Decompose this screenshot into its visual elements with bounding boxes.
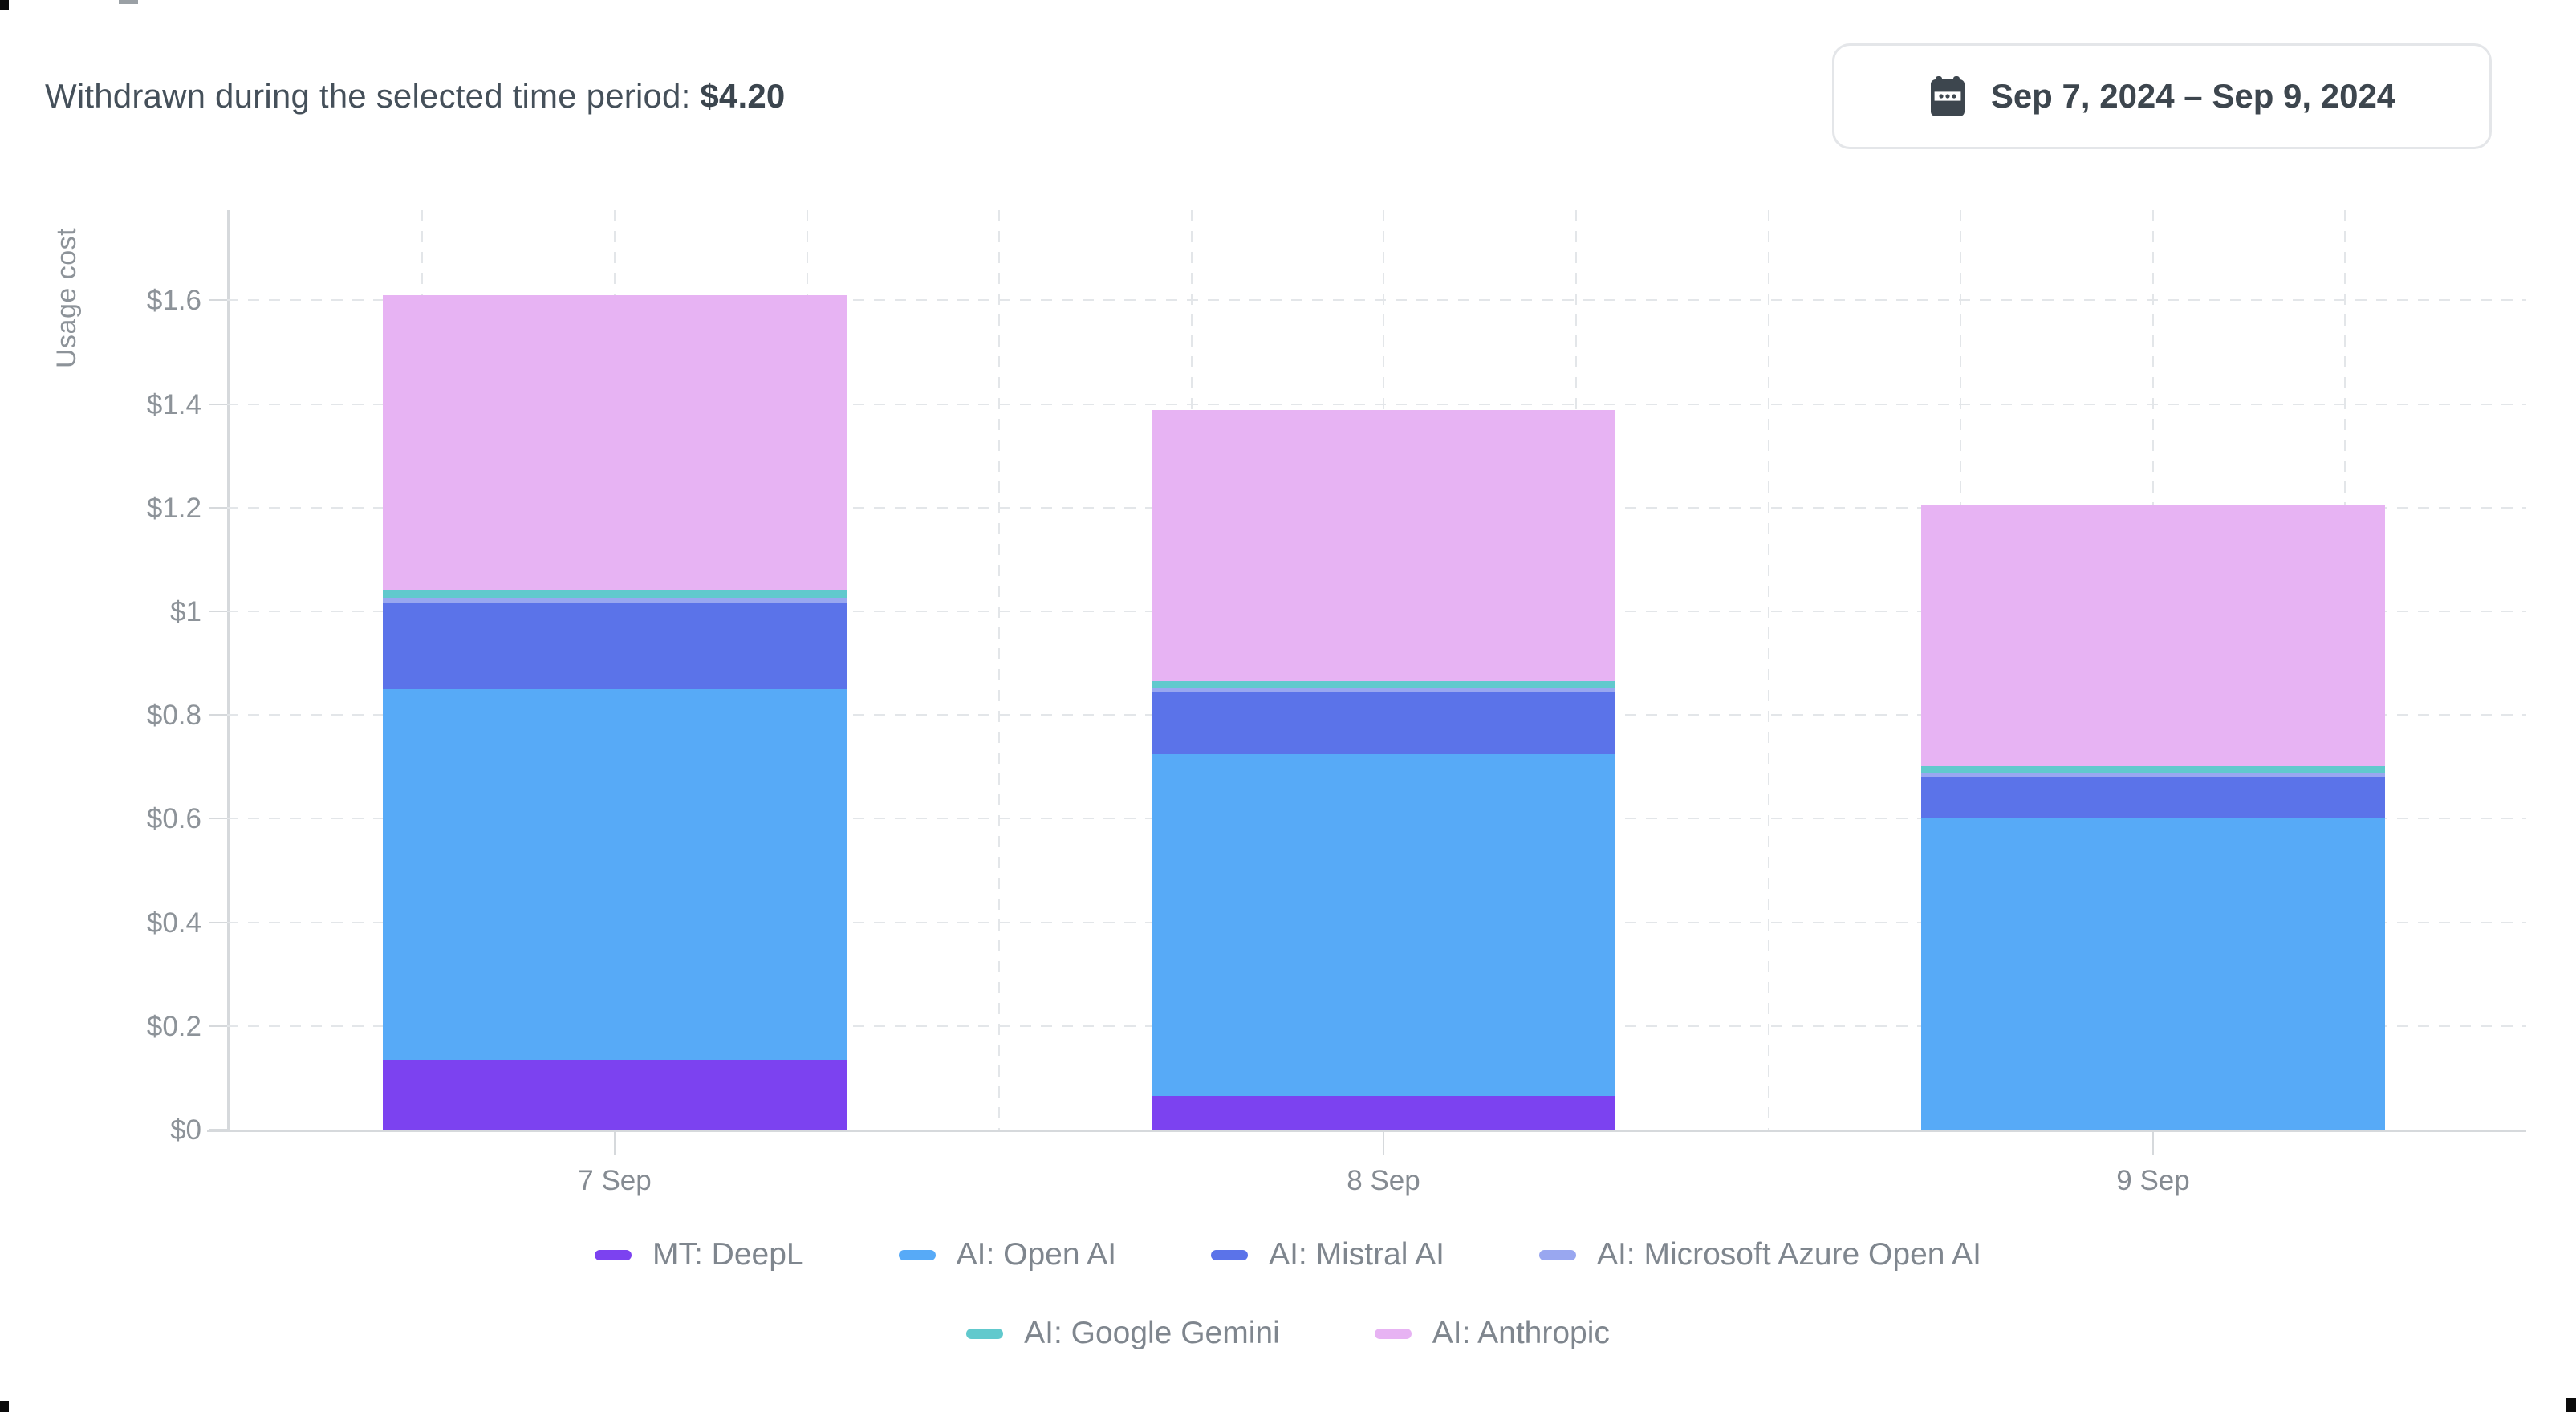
y-tick-label: $0.4: [146, 907, 201, 939]
withdrawn-amount: $4.20: [700, 77, 786, 115]
y-tick-label: $0.8: [146, 700, 201, 732]
legend-label: AI: Mistral AI: [1269, 1237, 1444, 1272]
v-gridline: [1767, 210, 1769, 1130]
chart-legend: MT: DeepL AI: Open AI AI: Mistral AI AI: Mi…: [0, 1237, 2576, 1351]
y-tick: [209, 1129, 227, 1130]
bar-segment-7-sep-ai-google-gemini[interactable]: [383, 590, 847, 599]
legend-marker-ai-open-ai: [898, 1249, 936, 1260]
legend-marker-ai-anthropic: [1374, 1328, 1412, 1339]
bar-segment-7-sep-ai-open-ai[interactable]: [383, 688, 847, 1060]
y-tick: [209, 506, 227, 509]
legend-label: AI: Anthropic: [1432, 1316, 1610, 1350]
y-tick: [209, 403, 227, 405]
legend-marker-ai-google-gemini: [966, 1328, 1004, 1339]
bar-segment-9-sep-ai-anthropic[interactable]: [1921, 505, 2385, 766]
y-tick-label: $1.4: [146, 388, 201, 420]
legend-marker-mt-deepl: [595, 1249, 632, 1260]
y-tick: [209, 611, 227, 612]
date-range-picker[interactable]: Sep 7, 2024 – Sep 9, 2024: [1832, 43, 2492, 149]
bar-segment-8-sep-ai-anthropic[interactable]: [1152, 409, 1615, 681]
screenshot-artifact: [0, 0, 9, 10]
bar-segment-8-sep-ai-microsoft-azure-open-ai[interactable]: [1152, 688, 1615, 692]
legend-label: AI: Open AI: [956, 1237, 1117, 1272]
legend-item-mt-deepl[interactable]: MT: DeepL: [595, 1237, 804, 1272]
y-axis-line: [227, 210, 230, 1131]
y-tick-label: $1.6: [146, 285, 201, 317]
y-tick: [209, 921, 227, 923]
date-range-label: Sep 7, 2024 – Sep 9, 2024: [1990, 77, 2396, 115]
y-tick-label: $0.2: [146, 1010, 201, 1042]
v-gridline: [998, 210, 1001, 1130]
y-tick-label: $0.6: [146, 803, 201, 835]
legend-marker-ai-microsoft-azure-open-ai: [1538, 1249, 1576, 1260]
x-tick: [1383, 1130, 1384, 1155]
legend-item-ai-microsoft-azure-open-ai[interactable]: AI: Microsoft Azure Open AI: [1538, 1237, 1981, 1272]
bar-segment-9-sep-ai-google-gemini[interactable]: [1921, 765, 2385, 774]
y-tick: [209, 714, 227, 716]
legend-marker-ai-mistral-ai: [1211, 1249, 1249, 1260]
bar-segment-7-sep-ai-microsoft-azure-open-ai[interactable]: [383, 598, 847, 604]
y-tick: [209, 299, 227, 302]
y-tick: [209, 818, 227, 820]
page-title: Withdrawn during the selected time perio…: [45, 77, 785, 116]
y-tick: [209, 1025, 227, 1027]
y-tick-label: $1: [170, 596, 201, 627]
legend-item-ai-google-gemini[interactable]: AI: Google Gemini: [966, 1316, 1280, 1351]
x-axis-line: [207, 1130, 2526, 1132]
screenshot-artifact: [119, 0, 138, 4]
bar-segment-9-sep-ai-mistral-ai[interactable]: [1921, 777, 2385, 819]
bar-segment-8-sep-ai-mistral-ai[interactable]: [1152, 692, 1615, 754]
bar-segment-7-sep-mt-deepl[interactable]: [383, 1059, 847, 1130]
bar-segment-7-sep-ai-anthropic[interactable]: [383, 294, 847, 591]
y-gridline: [227, 403, 2526, 405]
x-tick-label: 7 Sep: [578, 1165, 652, 1196]
legend-row: MT: DeepL AI: Open AI AI: Mistral AI AI: Mi…: [0, 1237, 2576, 1272]
y-tick-label: $1.2: [146, 492, 201, 524]
calendar-icon: [1928, 75, 1967, 117]
screenshot-artifact: [0, 1401, 9, 1412]
x-tick-label: 8 Sep: [1347, 1165, 1420, 1196]
y-axis-title: Usage cost: [51, 228, 82, 369]
screenshot-artifact: [2566, 1398, 2576, 1412]
legend-label: MT: DeepL: [652, 1237, 804, 1272]
y-gridline: [227, 299, 2526, 302]
legend-row: AI: Google Gemini AI: Anthropic: [0, 1316, 2576, 1351]
bar-segment-8-sep-ai-open-ai[interactable]: [1152, 753, 1615, 1096]
bar-segment-8-sep-mt-deepl[interactable]: [1152, 1096, 1615, 1130]
y-tick-label: $0: [170, 1114, 201, 1146]
legend-item-ai-mistral-ai[interactable]: AI: Mistral AI: [1211, 1237, 1444, 1272]
x-tick: [614, 1130, 616, 1155]
legend-item-ai-open-ai[interactable]: AI: Open AI: [898, 1237, 1117, 1272]
withdrawn-label: Withdrawn during the selected time perio…: [45, 77, 691, 115]
legend-label: AI: Google Gemini: [1024, 1316, 1280, 1350]
bar-segment-8-sep-ai-google-gemini[interactable]: [1152, 680, 1615, 689]
bar-segment-9-sep-ai-microsoft-azure-open-ai[interactable]: [1921, 773, 2385, 777]
bar-segment-9-sep-ai-open-ai[interactable]: [1921, 818, 2385, 1130]
legend-label: AI: Microsoft Azure Open AI: [1596, 1237, 1981, 1272]
x-tick-label: 9 Sep: [2116, 1165, 2190, 1196]
x-tick: [2152, 1130, 2154, 1155]
bar-segment-7-sep-ai-mistral-ai[interactable]: [383, 603, 847, 689]
legend-item-ai-anthropic[interactable]: AI: Anthropic: [1374, 1316, 1610, 1351]
